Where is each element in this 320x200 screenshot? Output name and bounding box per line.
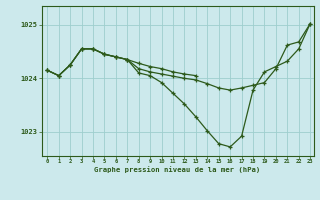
- X-axis label: Graphe pression niveau de la mer (hPa): Graphe pression niveau de la mer (hPa): [94, 166, 261, 173]
